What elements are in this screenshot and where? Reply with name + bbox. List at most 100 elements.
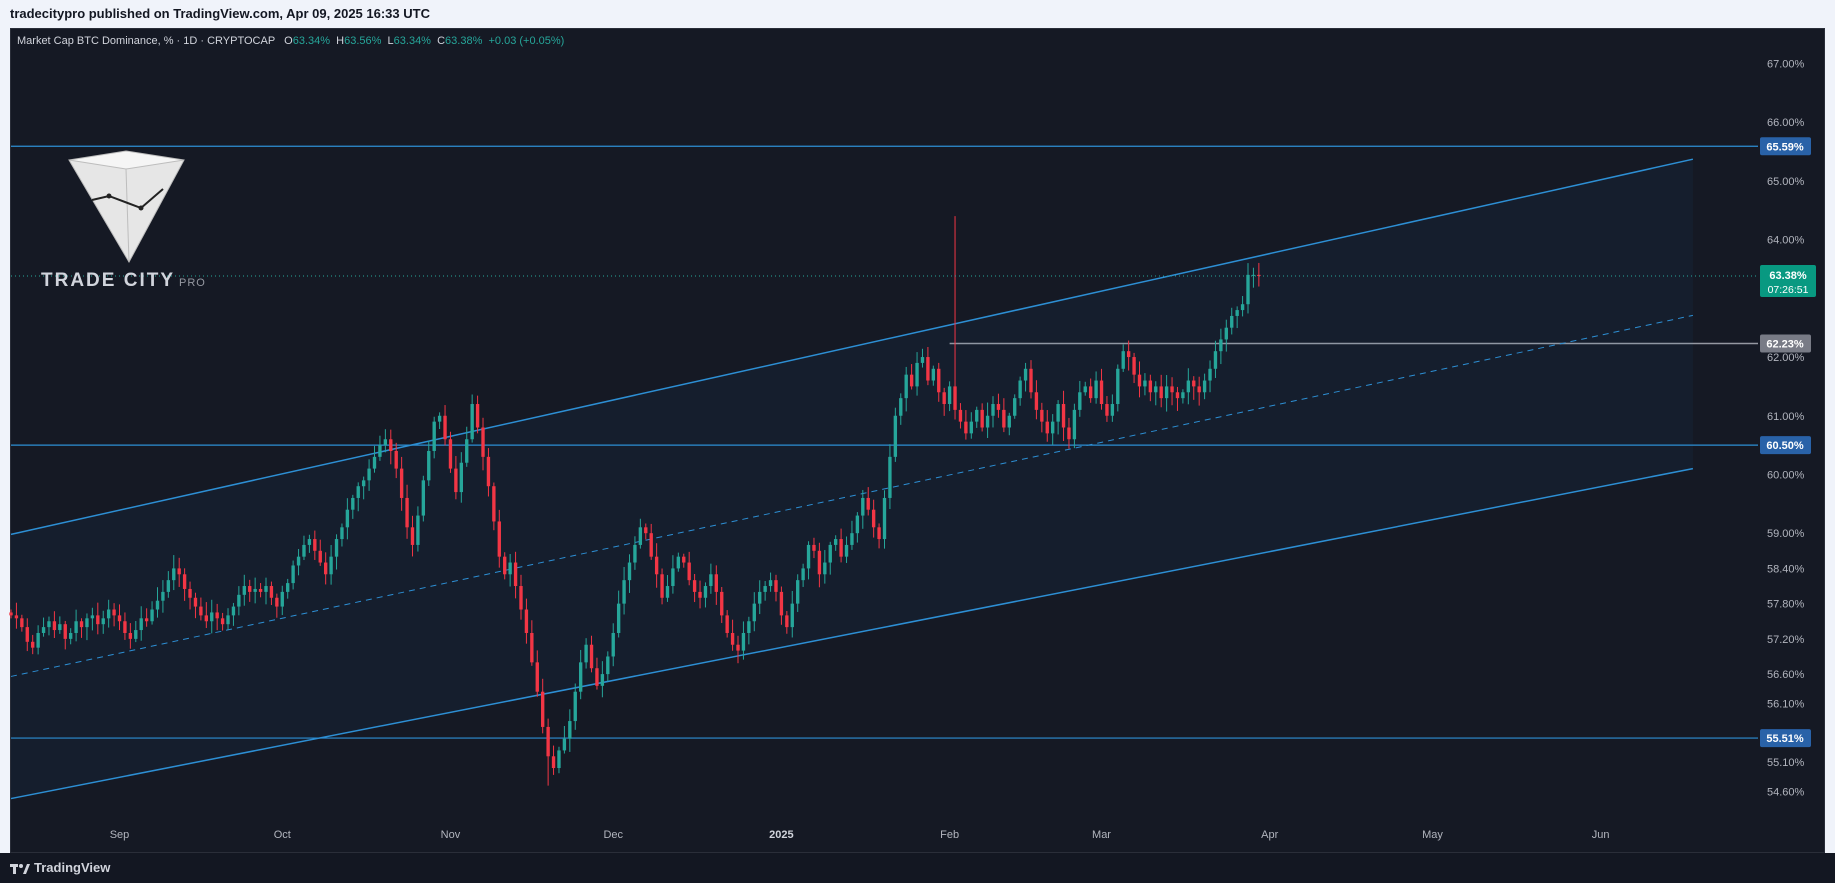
- candle: [774, 574, 778, 602]
- candle-body: [1224, 327, 1228, 340]
- candle: [812, 537, 816, 559]
- candle-body: [1051, 421, 1055, 434]
- candle-body: [1230, 315, 1234, 328]
- candle-body: [41, 627, 46, 633]
- candle: [378, 435, 382, 461]
- candle-body: [258, 588, 263, 592]
- candle: [1083, 381, 1087, 396]
- candle: [1018, 376, 1022, 406]
- tradingview-logo-icon[interactable]: [10, 863, 30, 875]
- candle: [600, 661, 605, 698]
- candle: [405, 484, 409, 539]
- chart-canvas[interactable]: 67.00% 66.00% 65.00% 64.00% 62.00% 61.00% 60.0…: [0, 0, 1835, 853]
- candle: [85, 613, 89, 641]
- candle: [828, 541, 832, 575]
- x-tick-label: Oct: [274, 829, 291, 841]
- candle: [644, 523, 648, 540]
- candle: [58, 616, 62, 634]
- candle: [139, 606, 143, 641]
- y-tick-label: 64.00%: [1767, 235, 1805, 247]
- candle-body: [758, 591, 762, 604]
- candle: [410, 515, 415, 557]
- candle: [519, 574, 523, 620]
- candle: [1105, 396, 1109, 422]
- candle-body: [296, 556, 301, 566]
- candle-body: [747, 621, 751, 633]
- brand-name: TRADE CITY: [41, 270, 175, 291]
- footer-brand[interactable]: TradingView: [34, 860, 111, 875]
- candle: [1116, 364, 1120, 412]
- candle: [329, 545, 333, 585]
- candle: [1224, 319, 1228, 352]
- candle-body: [763, 586, 767, 592]
- candle-body: [557, 750, 561, 769]
- candle-body: [541, 691, 545, 727]
- price-tag-bg: [1760, 334, 1811, 353]
- x-tick-label: Dec: [603, 829, 623, 841]
- candle-body: [410, 527, 415, 545]
- candle: [660, 568, 664, 605]
- candle-body: [1121, 351, 1125, 369]
- candle-body: [9, 612, 13, 616]
- y-tick-label: 55.10%: [1767, 757, 1805, 769]
- candle: [275, 593, 279, 618]
- candle-body: [866, 497, 870, 510]
- candle: [1246, 263, 1250, 314]
- candle: [741, 621, 746, 660]
- candle-body: [823, 562, 827, 575]
- candle-body: [720, 591, 724, 616]
- candle-body: [703, 586, 708, 598]
- price-tag-text: 65.59%: [1766, 141, 1804, 153]
- candle: [888, 444, 892, 510]
- candle: [361, 476, 366, 500]
- price-tag-text: 60.50%: [1766, 440, 1804, 452]
- candle-body: [96, 615, 100, 625]
- candle-body: [1078, 392, 1082, 410]
- candle: [763, 581, 767, 601]
- x-tick-label: Apr: [1261, 829, 1278, 841]
- candle: [334, 534, 339, 570]
- candle-body: [340, 527, 344, 540]
- candle-body: [644, 527, 648, 534]
- candle-body: [801, 568, 805, 581]
- candle-body: [63, 624, 67, 639]
- candle: [942, 387, 946, 416]
- candle-body: [1143, 380, 1147, 387]
- candle: [318, 539, 322, 566]
- candle-body: [519, 586, 523, 610]
- candle: [383, 429, 388, 453]
- candle-body: [584, 644, 588, 663]
- candle: [899, 393, 903, 425]
- candle: [568, 709, 572, 752]
- trade-city-logo-icon: [68, 150, 185, 264]
- candle: [150, 601, 154, 625]
- candle: [1197, 376, 1201, 406]
- candle-body: [568, 721, 572, 739]
- candle: [1072, 403, 1077, 449]
- candle-body: [503, 556, 507, 575]
- candle: [204, 602, 208, 629]
- chart-frame[interactable]: [10, 28, 1825, 853]
- price-axis: 67.00% 66.00% 65.00% 64.00% 62.00% 61.00% 60.0…: [1767, 58, 1805, 798]
- candle-body: [139, 618, 143, 631]
- candle: [427, 440, 431, 486]
- candle: [595, 657, 599, 690]
- candle-body: [1094, 380, 1098, 399]
- y-tick-label: 57.80%: [1767, 599, 1805, 611]
- legend-open: 63.34%: [292, 35, 331, 47]
- candle-body: [638, 527, 643, 545]
- candle-body: [942, 392, 946, 405]
- candle-body: [20, 618, 24, 628]
- candle-body: [975, 409, 979, 422]
- candle: [844, 536, 849, 563]
- price-tag-bg: [1760, 137, 1811, 156]
- candle-body: [915, 362, 919, 387]
- candle: [698, 580, 702, 609]
- candle: [953, 216, 957, 420]
- candle-body: [79, 621, 84, 628]
- candle-body: [1154, 386, 1158, 393]
- candle-body: [383, 439, 388, 446]
- candle: [459, 452, 463, 503]
- candle: [1099, 368, 1104, 410]
- candle: [1126, 340, 1131, 371]
